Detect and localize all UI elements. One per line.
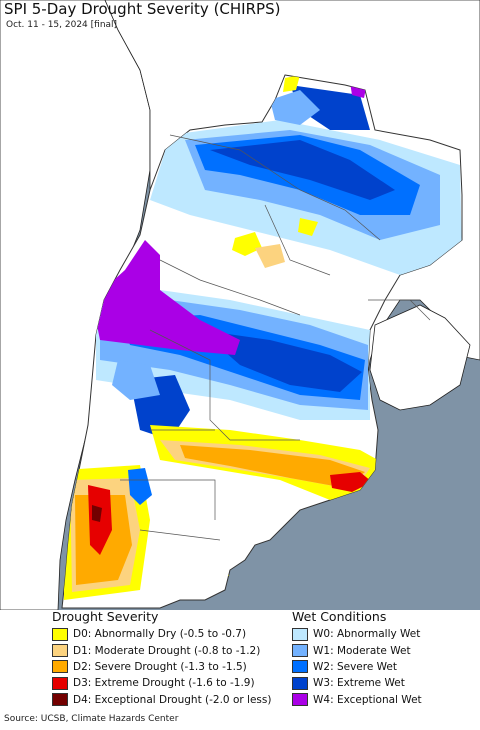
legend-swatch-d1 bbox=[52, 644, 68, 658]
map-title: SPI 5-Day Drought Severity (CHIRPS) bbox=[4, 0, 281, 18]
legend-label-d4: D4: Exceptional Drought (-2.0 or less) bbox=[73, 693, 272, 706]
legend-label-d2: D2: Severe Drought (-1.3 to -1.5) bbox=[73, 660, 247, 673]
legend-swatch-d2 bbox=[52, 660, 68, 674]
legend-label-d1: D1: Moderate Drought (-0.8 to -1.2) bbox=[73, 644, 261, 657]
legend-item-w3: W3: Extreme Wet bbox=[292, 675, 422, 691]
legend-label-d3: D3: Extreme Drought (-1.6 to -1.9) bbox=[73, 677, 255, 690]
spi-field bbox=[64, 75, 462, 600]
legend-item-w2: W2: Severe Wet bbox=[292, 659, 422, 675]
legend-wet-heading: Wet Conditions bbox=[292, 609, 387, 624]
legend-item-d1: D1: Moderate Drought (-0.8 to -1.2) bbox=[52, 642, 271, 658]
legend-item-d2: D2: Severe Drought (-1.3 to -1.5) bbox=[52, 659, 271, 675]
legend-swatch-d3 bbox=[52, 676, 68, 690]
drought-map: SPI 5-Day Drought Severity (CHIRPS) Oct.… bbox=[0, 0, 480, 610]
legend-item-d4: D4: Exceptional Drought (-2.0 or less) bbox=[52, 692, 271, 708]
legend-label-d0: D0: Abnormally Dry (-0.5 to -0.7) bbox=[73, 628, 247, 641]
legend-item-w4: W4: Exceptional Wet bbox=[292, 692, 422, 708]
legend-label-w2: W2: Severe Wet bbox=[313, 660, 397, 673]
source-credit: Source: UCSB, Climate Hazards Center bbox=[4, 714, 179, 724]
legend-item-d3: D3: Extreme Drought (-1.6 to -1.9) bbox=[52, 675, 271, 691]
legend-swatch-w0 bbox=[292, 627, 308, 641]
legend-item-w0: W0: Abnormally Wet bbox=[292, 626, 422, 642]
legend-drought: Drought Severity D0: Abnormally Dry (-0.… bbox=[52, 608, 271, 708]
legend-swatch-d0 bbox=[52, 627, 68, 641]
legend-label-w0: W0: Abnormally Wet bbox=[313, 628, 421, 641]
internal-borders bbox=[120, 134, 431, 541]
legend-wet: Wet Conditions W0: Abnormally Wet W1: Mo… bbox=[292, 608, 422, 708]
legend-swatch-w3 bbox=[292, 676, 308, 690]
legend-item-w1: W1: Moderate Wet bbox=[292, 642, 422, 658]
legend-swatch-w2 bbox=[292, 660, 308, 674]
legend-drought-heading: Drought Severity bbox=[52, 609, 159, 624]
legend-swatch-w4 bbox=[292, 693, 308, 707]
legend-swatch-d4 bbox=[52, 693, 68, 707]
uruguay-land bbox=[369, 304, 471, 411]
legend-label-w1: W1: Moderate Wet bbox=[313, 644, 411, 657]
map-subtitle: Oct. 11 - 15, 2024 [final] bbox=[6, 20, 118, 30]
legend-label-w4: W4: Exceptional Wet bbox=[313, 693, 422, 706]
legend: Drought Severity D0: Abnormally Dry (-0.… bbox=[0, 608, 480, 716]
legend-label-w3: W3: Extreme Wet bbox=[313, 677, 405, 690]
legend-item-d0: D0: Abnormally Dry (-0.5 to -0.7) bbox=[52, 626, 271, 642]
map-canvas bbox=[0, 0, 480, 610]
legend-swatch-w1 bbox=[292, 644, 308, 658]
